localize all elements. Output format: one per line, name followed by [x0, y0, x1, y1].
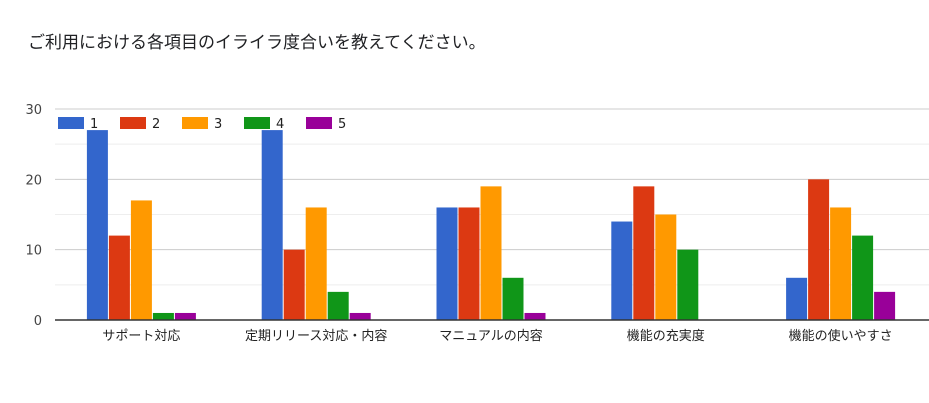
- bar-2-2: [458, 207, 480, 320]
- bar-4-4: [852, 235, 874, 320]
- bar-5-4: [874, 291, 896, 320]
- bar-5-0: [174, 312, 196, 320]
- legend-label: 5: [338, 117, 346, 132]
- bar-2-0: [108, 235, 130, 320]
- bar-3-4: [830, 207, 852, 320]
- y-tick-label: 10: [25, 244, 42, 259]
- legend-swatch-2: [120, 117, 146, 129]
- legend-swatch-1: [58, 117, 84, 129]
- x-tick-label: マニュアルの内容: [439, 328, 543, 344]
- bar-2-1: [283, 249, 305, 320]
- bar-1-4: [786, 277, 808, 320]
- bar-4-2: [502, 277, 524, 320]
- legend-label: 4: [276, 117, 284, 132]
- bar-3-1: [305, 207, 327, 320]
- bar-1-3: [611, 221, 633, 320]
- bar-2-4: [808, 179, 830, 320]
- bar-1-2: [436, 207, 458, 320]
- bar-4-0: [152, 312, 174, 320]
- bar-2-3: [633, 186, 655, 320]
- bar-3-0: [130, 200, 152, 320]
- y-tick-label: 30: [25, 103, 42, 118]
- bar-5-1: [349, 312, 371, 320]
- legend-label: 2: [152, 117, 160, 132]
- x-tick-label: 機能の使いやすさ: [789, 328, 893, 344]
- y-tick-label: 0: [34, 314, 42, 329]
- bar-1-1: [261, 130, 283, 320]
- bar-5-2: [524, 312, 546, 320]
- x-tick-label: 機能の充実度: [627, 328, 705, 344]
- legend-swatch-5: [306, 117, 332, 129]
- y-tick-label: 20: [25, 173, 42, 188]
- chart-title: ご利用における各項目のイライラ度合いを教えてください。: [28, 33, 486, 53]
- bar-4-1: [327, 291, 349, 320]
- bar-1-0: [86, 130, 108, 320]
- bar-3-3: [655, 214, 677, 320]
- legend-label: 3: [214, 117, 222, 132]
- legend-swatch-4: [244, 117, 270, 129]
- legend-label: 1: [90, 117, 98, 132]
- x-tick-label: 定期リリース対応・内容: [245, 328, 387, 344]
- x-tick-label: サポート対応: [102, 329, 180, 344]
- bar-4-3: [677, 249, 699, 320]
- bar-3-2: [480, 186, 502, 320]
- legend-swatch-3: [182, 117, 208, 129]
